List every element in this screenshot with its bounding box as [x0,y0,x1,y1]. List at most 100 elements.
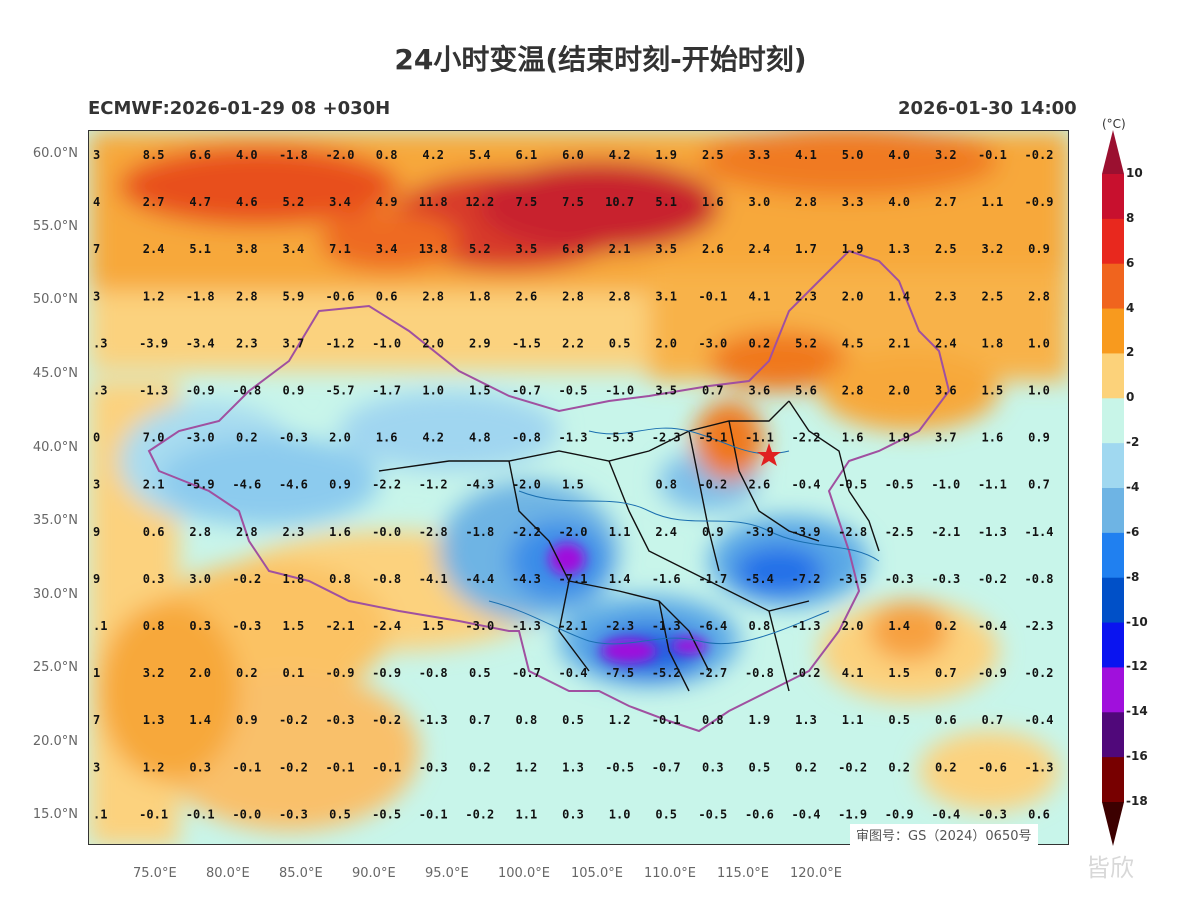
grid-value: 0.1 [283,666,305,680]
grid-value: -1.6 [652,572,681,586]
grid-value: 1.6 [842,431,864,445]
grid-value: 4.1 [795,148,817,162]
grid-value: 0.2 [236,666,258,680]
grid-value: 2.6 [516,289,538,303]
colorbar-max-triangle [1102,130,1124,174]
grid-value: -2.1 [559,619,588,633]
grid-value: -0.9 [326,666,355,680]
grid-value: 1.0 [1028,384,1050,398]
grid-value: 3.4 [283,242,305,256]
grid-value: 0.3 [143,572,165,586]
grid-value: 0.8 [516,713,538,727]
lon-label: 120.0°E [790,866,842,881]
grid-value: 5.1 [189,242,211,256]
temperature-field [89,131,1068,844]
grid-value: 4.9 [376,195,398,209]
grid-value: 3 [93,289,100,303]
grid-value: -0.2 [1025,666,1054,680]
grid-value: 3.0 [749,195,771,209]
rivers [488,427,880,645]
grid-value: -0.2 [698,478,727,492]
grid-value: -0.0 [232,807,261,821]
grid-value: -0.1 [698,289,727,303]
grid-value: 3.6 [749,384,771,398]
grid-value: 0.5 [609,336,631,350]
colorbar-segment [1102,443,1124,489]
grid-value: -1.3 [978,525,1007,539]
grid-value: -7.2 [792,572,821,586]
grid-value: 2.3 [795,289,817,303]
grid-value: -0.8 [372,572,401,586]
grid-value: 3.5 [655,384,677,398]
grid-value: 3.3 [749,148,771,162]
grid-value: -4.6 [279,478,308,492]
grid-value: -7.1 [559,572,588,586]
grid-value: .1 [93,807,107,821]
grid-value: 4.2 [609,148,631,162]
grid-value: -0.7 [512,666,541,680]
grid-value: 1.4 [189,713,211,727]
grid-value: 1.5 [469,384,491,398]
intense-cold-cores [549,543,707,663]
colorbar-min-triangle [1102,802,1124,846]
grid-value: 5.2 [469,242,491,256]
grid-value: 1.4 [888,619,910,633]
grid-value: 5.4 [469,148,491,162]
grid-value: 2.8 [422,289,444,303]
lon-label: 85.0°E [279,866,323,881]
grid-value: -1.1 [745,431,774,445]
grid-value: 0.9 [702,525,724,539]
grid-value: 2.8 [562,289,584,303]
grid-value: -1.3 [792,619,821,633]
grid-value: -0.5 [838,478,867,492]
grid-value: 2.0 [655,336,677,350]
colorbar-label: -18 [1126,794,1148,808]
grid-value: 0.9 [1028,242,1050,256]
grid-value: 0.5 [655,807,677,821]
grid-value: -0.3 [419,760,448,774]
grid-value: -0.3 [279,431,308,445]
grid-value: 0.5 [469,666,491,680]
grid-value: -0.2 [978,572,1007,586]
grid-value: 5.1 [655,195,677,209]
grid-value: 3 [93,148,100,162]
colorbar-label: -8 [1126,569,1140,584]
grid-value: 1.4 [888,289,910,303]
grid-value: 0.7 [1028,478,1050,492]
grid-value: 2.5 [935,242,957,256]
grid-value: 0.9 [329,478,351,492]
grid-value: 1.6 [702,195,724,209]
grid-value: 4 [93,195,100,209]
grid-value: -0.8 [1025,572,1054,586]
grid-value: 4.5 [842,336,864,350]
grid-value: 3 [93,478,100,492]
lat-label: 40.0°N [32,440,78,455]
grid-value: -0.1 [372,760,401,774]
grid-value: -1.0 [605,384,634,398]
grid-value: -3.0 [186,431,215,445]
grid-value: -0.9 [186,384,215,398]
map-canvas: 3 8.5 6.6 4.0 -1.8 -2.0 0.8 4.2 5.4 6.1 6.0 4.2 1.9 2… [89,131,1068,844]
lat-label: 45.0°N [32,366,78,381]
grid-value: 3.6 [935,384,957,398]
grid-value: -0.8 [512,431,541,445]
grid-value: -3.5 [838,572,867,586]
grid-value: 3.8 [236,242,258,256]
lat-label: 60.0°N [32,146,78,161]
colorbar-segment [1102,174,1124,220]
grid-value: 1 [93,666,100,680]
grid-value: 7.0 [143,431,165,445]
grid-value: -2.3 [652,431,681,445]
grid-value: -1.3 [419,713,448,727]
grid-value: 1.3 [888,242,910,256]
grid-value: 0.2 [888,760,910,774]
grid-value: 13.8 [419,242,448,256]
colorbar-segment [1102,622,1124,668]
grid-value: -0.3 [326,713,355,727]
national-boundary [147,249,951,733]
grid-value: -0.9 [1025,195,1054,209]
grid-value: 1.6 [329,525,351,539]
grid-value: .3 [93,384,107,398]
grid-value: 2.8 [842,384,864,398]
grid-value: 12.2 [465,195,494,209]
